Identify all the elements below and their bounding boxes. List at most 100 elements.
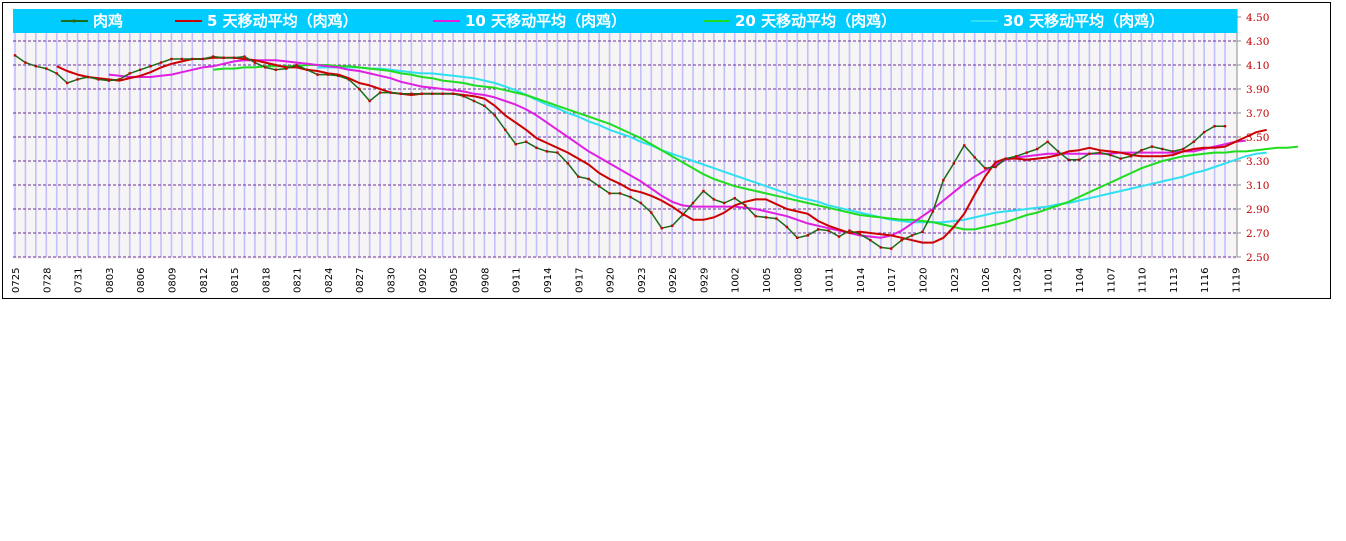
x-tick-label: 1005 — [762, 268, 773, 293]
data-point — [566, 162, 570, 165]
x-tick-label: 0830 — [387, 268, 398, 293]
data-point — [1098, 151, 1102, 154]
data-point — [670, 224, 674, 227]
data-point — [191, 57, 194, 61]
data-point — [76, 78, 79, 81]
data-point — [994, 165, 997, 169]
legend-bar — [13, 9, 1237, 33]
data-point — [326, 73, 330, 76]
data-point — [295, 63, 298, 67]
data-point — [222, 56, 225, 59]
data-point — [13, 54, 17, 57]
data-point — [1140, 149, 1143, 152]
y-tick-label: 2.70 — [1246, 228, 1269, 240]
x-tick-label: 1107 — [1106, 268, 1117, 293]
y-tick-label: 3.30 — [1246, 156, 1269, 168]
data-point — [86, 75, 90, 79]
data-point — [472, 99, 476, 103]
data-point — [1202, 131, 1206, 134]
data-point — [441, 92, 444, 95]
x-tick-label: 1113 — [1169, 268, 1180, 293]
x-tick-label: 0929 — [699, 268, 710, 293]
data-point — [879, 246, 882, 249]
x-tick-label: 1119 — [1231, 268, 1242, 293]
series-line-2 — [108, 59, 1246, 239]
data-point — [608, 192, 611, 195]
data-point — [253, 61, 257, 64]
data-point — [431, 92, 434, 95]
x-tick-label: 0803 — [105, 268, 116, 293]
data-point — [243, 55, 246, 58]
data-point — [232, 56, 236, 59]
x-tick-label: 1002 — [731, 268, 742, 293]
data-point — [629, 195, 632, 199]
data-point — [816, 228, 820, 231]
legend-label: 肉鸡 — [93, 12, 123, 30]
data-point — [128, 72, 131, 75]
data-point — [1077, 158, 1081, 161]
data-point — [650, 211, 653, 214]
y-axis-ticks: 4.50 4.30 4.10 3.90 3.70 3.50 3.30 3.10 2.90 2.70… — [1237, 12, 1269, 264]
series-line-4 — [317, 66, 1267, 224]
data-point — [451, 92, 455, 95]
data-point — [1088, 152, 1091, 155]
x-tick-label: 0731 — [74, 268, 85, 293]
data-point — [639, 201, 643, 205]
data-point — [587, 177, 590, 181]
data-point — [316, 73, 319, 76]
x-tick-label: 0917 — [574, 268, 585, 293]
y-tick-label: 3.50 — [1246, 132, 1269, 144]
x-tick-label: 0926 — [668, 268, 679, 293]
vertical-stripes — [14, 33, 1226, 257]
legend-label: 5 天移动平均（肉鸡） — [207, 12, 358, 30]
data-point — [660, 227, 663, 230]
x-tick-label: 0725 — [11, 268, 22, 293]
data-point — [806, 234, 809, 237]
y-tick-label: 4.10 — [1246, 60, 1269, 72]
data-point — [1161, 147, 1164, 151]
x-tick-label: 0923 — [637, 268, 648, 293]
data-point — [545, 150, 549, 153]
data-point — [118, 78, 121, 81]
data-point — [733, 197, 736, 200]
data-point — [399, 92, 403, 95]
data-point — [1119, 157, 1122, 160]
chart-frame: 肉鸡 5 天移动平均（肉鸡） 10 天移动平均（肉鸡） 20 天移动平均（肉鸡） 30 … — [2, 2, 1331, 299]
data-point — [1046, 140, 1049, 143]
data-point — [1192, 140, 1195, 143]
data-point — [785, 225, 789, 229]
data-point — [1004, 157, 1008, 160]
x-tick-label: 0905 — [449, 268, 460, 293]
x-tick-label: 1017 — [887, 268, 898, 293]
data-point — [201, 57, 204, 61]
x-tick-label: 1101 — [1044, 268, 1055, 293]
data-point — [159, 61, 163, 64]
data-point — [389, 91, 392, 94]
data-point — [1182, 147, 1185, 151]
data-point — [34, 65, 38, 68]
y-tick-label: 3.70 — [1246, 108, 1269, 120]
data-point — [337, 74, 340, 77]
data-point — [1036, 147, 1039, 151]
data-point — [45, 67, 48, 70]
legend: 肉鸡 5 天移动平均（肉鸡） 10 天移动平均（肉鸡） 20 天移动平均（肉鸡） 30 … — [61, 12, 1164, 30]
data-point — [702, 189, 705, 193]
x-tick-label: 0821 — [293, 268, 304, 293]
legend-label: 20 天移动平均（肉鸡） — [735, 12, 896, 30]
x-tick-label: 1008 — [793, 268, 804, 293]
data-point — [848, 229, 851, 232]
x-tick-label: 1014 — [856, 268, 867, 293]
x-tick-label: 1020 — [919, 268, 930, 293]
series-line-3 — [213, 64, 1299, 231]
data-point — [942, 179, 945, 182]
x-tick-label: 1116 — [1200, 268, 1211, 293]
data-point — [514, 143, 517, 146]
series-line-1 — [56, 56, 1267, 244]
x-tick-label: 0824 — [324, 268, 335, 293]
x-tick-label: 0809 — [167, 268, 178, 293]
y-tick-label: 2.90 — [1246, 204, 1269, 216]
data-point — [681, 213, 684, 217]
data-point — [149, 65, 152, 68]
data-point — [597, 185, 601, 188]
data-point — [1223, 125, 1227, 128]
